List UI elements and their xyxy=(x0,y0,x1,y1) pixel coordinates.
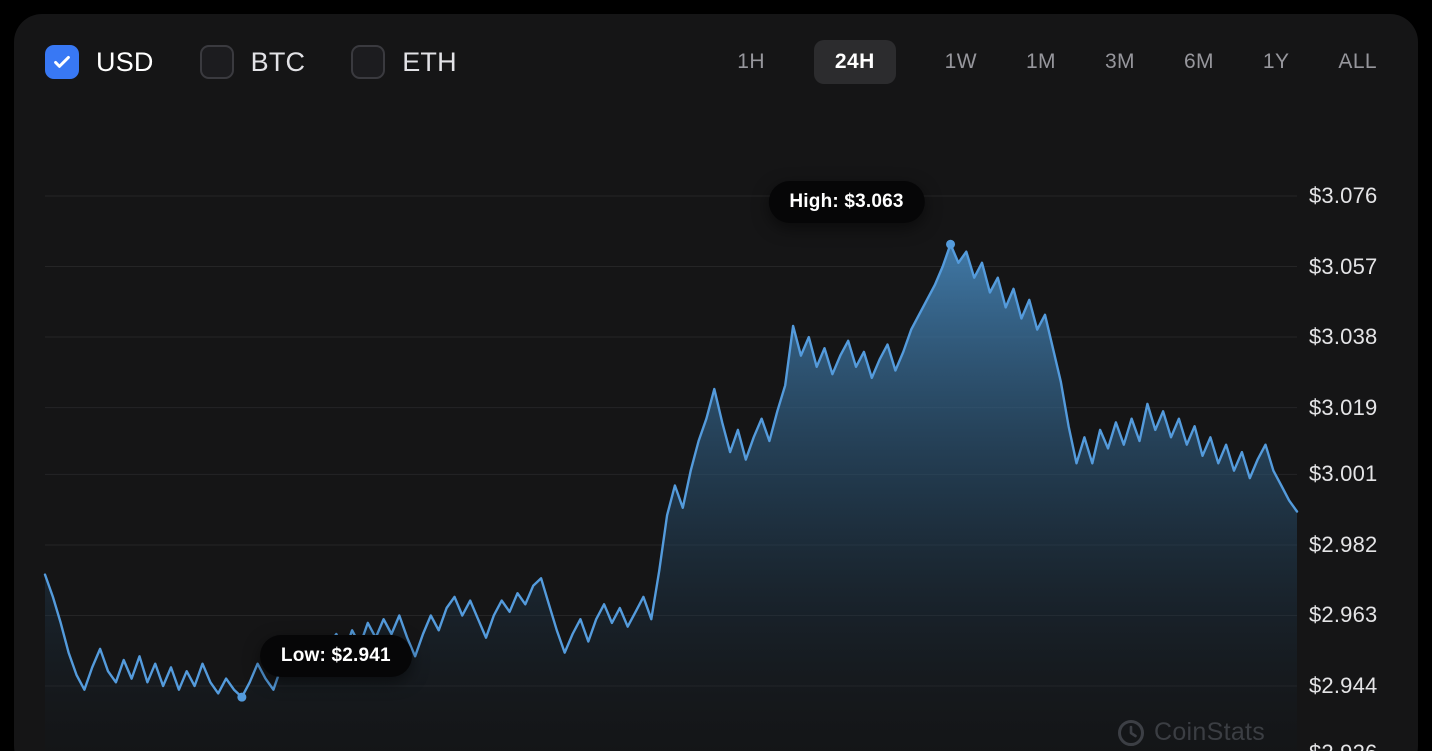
range-tab-1h[interactable]: 1H xyxy=(737,50,765,73)
high-tooltip: High: $3.063 xyxy=(768,181,925,224)
price-area-fill xyxy=(45,244,1297,751)
currency-label-eth: ETH xyxy=(402,46,457,77)
eth-checkbox[interactable] xyxy=(351,45,386,79)
usd-checkbox[interactable] xyxy=(45,45,79,79)
low-tooltip-label: Low: $2.941 xyxy=(280,645,391,667)
range-tab-1m[interactable]: 1M xyxy=(1025,50,1056,73)
coinstats-logo-icon xyxy=(1118,719,1144,746)
currency-toggles: USD BTC ETH xyxy=(45,45,457,79)
currency-label-usd: USD xyxy=(96,46,154,77)
range-tab-all[interactable]: ALL xyxy=(1338,50,1377,73)
range-tab-1w[interactable]: 1W xyxy=(944,50,977,73)
extreme-point-markers xyxy=(237,239,956,702)
high-tooltip-label: High: $3.063 xyxy=(789,191,904,213)
high-point-marker xyxy=(946,239,956,249)
btc-checkbox[interactable] xyxy=(199,45,234,79)
chart-toolbar: USD BTC ETH 1H 24H 1W 1M 3M 6M 1Y xyxy=(14,14,1418,84)
price-chart[interactable]: $3.076 $3.057 $3.038 $3.019 $3.001 $2.982 $2.9… xyxy=(14,14,1418,751)
range-tab-24h[interactable]: 24H xyxy=(813,40,896,84)
time-range-tabs: 1H 24H 1W 1M 3M 6M 1Y ALL xyxy=(737,40,1377,84)
low-tooltip: Low: $2.941 xyxy=(259,635,412,678)
price-line xyxy=(43,243,1299,699)
watermark-label: CoinStats xyxy=(1154,718,1266,746)
currency-toggle-eth[interactable]: ETH xyxy=(351,45,457,79)
coinstats-watermark: CoinStats xyxy=(1118,718,1265,747)
currency-toggle-usd[interactable]: USD xyxy=(45,45,154,79)
check-icon xyxy=(54,55,70,68)
range-tab-6m[interactable]: 6M xyxy=(1183,50,1214,73)
low-point-marker xyxy=(237,692,247,702)
price-chart-svg xyxy=(43,195,1299,751)
range-tab-1y[interactable]: 1Y xyxy=(1262,50,1290,73)
chart-panel: $3.076 $3.057 $3.038 $3.019 $3.001 $2.982 $2.9… xyxy=(14,14,1418,751)
currency-label-btc: BTC xyxy=(250,46,306,77)
currency-toggle-btc[interactable]: BTC xyxy=(199,45,306,79)
range-tab-3m[interactable]: 3M xyxy=(1104,50,1135,73)
